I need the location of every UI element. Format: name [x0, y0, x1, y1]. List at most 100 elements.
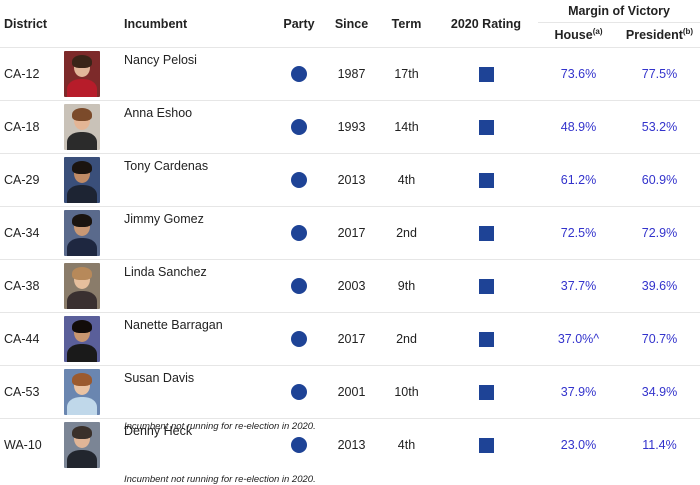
- header-since[interactable]: Since: [334, 16, 369, 31]
- house-margin-cell: 61.2%: [538, 154, 619, 207]
- term-value: 14th: [394, 120, 419, 134]
- incumbent-photo: [64, 422, 100, 469]
- header-president[interactable]: President(b): [619, 23, 700, 48]
- header-president-footnote[interactable]: (b): [682, 27, 694, 37]
- district-label: CA-53: [4, 385, 40, 399]
- house-margin-link[interactable]: 37.0%^: [557, 332, 600, 346]
- photo-body: [67, 450, 97, 469]
- header-president-label: President: [625, 28, 683, 43]
- president-margin-cell: 70.7%: [619, 313, 700, 366]
- president-margin-link[interactable]: 39.6%: [641, 279, 678, 293]
- district-label: CA-18: [4, 120, 40, 134]
- photo-cell: [62, 154, 124, 207]
- president-margin-link[interactable]: 11.4%: [642, 438, 677, 453]
- incumbent-cell: Nanette Barragan: [124, 313, 274, 366]
- photo-cell: [62, 366, 124, 419]
- incumbent-name[interactable]: Linda Sanchez: [124, 265, 207, 279]
- term-cell: 17th: [379, 48, 434, 101]
- rating-cell: [434, 260, 538, 313]
- rating-cell: [434, 207, 538, 260]
- header-house-footnote[interactable]: (a): [592, 27, 603, 37]
- district-label: WA-10: [4, 438, 42, 453]
- incumbent-name[interactable]: Anna Eshoo: [124, 106, 193, 120]
- president-margin-link[interactable]: 34.9%: [641, 385, 678, 399]
- president-margin-cell: 11.4%: [619, 419, 700, 472]
- democratic-party-dot-icon: [291, 225, 307, 241]
- incumbent-photo: [64, 316, 100, 362]
- party-cell: [274, 313, 324, 366]
- header-district[interactable]: District: [4, 16, 48, 31]
- photo-body: [67, 238, 97, 256]
- term-cell: 9th: [379, 260, 434, 313]
- incumbent-photo: [64, 210, 100, 256]
- district-cell: CA-53: [0, 366, 62, 419]
- photo-body: [67, 185, 97, 203]
- header-row-top: District Incumbent Party Since Term 2020…: [0, 0, 700, 31]
- incumbent-name[interactable]: Nancy Pelosi: [124, 53, 197, 67]
- term-cell: 4th: [379, 154, 434, 207]
- house-margin-cell: 37.7%: [538, 260, 619, 313]
- since-cell: 2017: [324, 313, 379, 366]
- house-margin-link[interactable]: 37.7%: [560, 279, 597, 293]
- incumbent-name[interactable]: Denny Heck: [124, 424, 193, 439]
- president-margin-link[interactable]: 53.2%: [641, 120, 678, 134]
- term-value: 4th: [397, 438, 416, 453]
- democratic-party-dot-icon: [291, 437, 307, 454]
- term-value: 2nd: [396, 332, 417, 346]
- incumbent-cell: Nancy Pelosi: [124, 48, 274, 101]
- header-row-bottom: House(a) President(b): [0, 23, 700, 48]
- header-house-label: House: [554, 28, 593, 43]
- header-incumbent[interactable]: Incumbent: [124, 16, 188, 31]
- house-margin-link[interactable]: 23.0%: [560, 438, 597, 453]
- photo-hair: [72, 55, 92, 68]
- democratic-party-dot-icon: [291, 66, 307, 82]
- rating-safe-democratic-square-icon: [478, 172, 494, 188]
- president-margin-link[interactable]: 77.5%: [641, 67, 678, 81]
- incumbent-cell: Anna Eshoo: [124, 101, 274, 154]
- president-margin-cell: 77.5%: [619, 48, 700, 101]
- president-margin-cell: 53.2%: [619, 101, 700, 154]
- rating-safe-democratic-square-icon: [478, 437, 494, 453]
- photo-cell: [62, 313, 124, 366]
- president-margin-link[interactable]: 72.9%: [641, 226, 678, 240]
- since-cell: 2013: [324, 419, 379, 472]
- term-value: 10th: [394, 385, 419, 399]
- incumbent-name[interactable]: Tony Cardenas: [124, 159, 209, 173]
- district-label: CA-29: [4, 173, 40, 187]
- president-margin-cell: 60.9%: [619, 154, 700, 207]
- term-value: 4th: [397, 173, 416, 187]
- house-margin-link[interactable]: 72.5%: [560, 226, 597, 240]
- photo-cell: [62, 48, 124, 101]
- incumbent-note: Incumbent not running for re-election in…: [124, 474, 316, 485]
- photo-body: [67, 397, 97, 415]
- since-cell: 2017: [324, 207, 379, 260]
- term-cell: 4th: [379, 419, 434, 472]
- incumbent-name[interactable]: Jimmy Gomez: [124, 212, 204, 226]
- house-margin-link[interactable]: 73.6%: [560, 67, 597, 81]
- photo-hair: [72, 214, 92, 227]
- incumbent-photo: [64, 263, 100, 309]
- district-label: CA-44: [4, 332, 40, 346]
- incumbent-name[interactable]: Susan Davis: [124, 371, 195, 385]
- header-term[interactable]: Term: [391, 16, 422, 31]
- house-margin-link[interactable]: 37.9%: [560, 385, 597, 399]
- header-2020-rating[interactable]: 2020 Rating: [450, 16, 522, 31]
- incumbent-note: Incumbent not running for re-election in…: [124, 421, 316, 432]
- incumbent-name[interactable]: Nanette Barragan: [124, 318, 223, 332]
- president-margin-link[interactable]: 60.9%: [641, 173, 678, 187]
- photo-cell: [62, 260, 124, 313]
- header-party[interactable]: Party: [283, 16, 315, 31]
- photo-body: [67, 344, 97, 362]
- house-margin-link[interactable]: 61.2%: [560, 173, 597, 187]
- house-margin-cell: 48.9%: [538, 101, 619, 154]
- incumbent-cell: Jimmy Gomez: [124, 207, 274, 260]
- rating-safe-democratic-square-icon: [478, 66, 494, 82]
- district-cell: WA-10: [0, 419, 62, 472]
- house-margin-link[interactable]: 48.9%: [560, 120, 597, 134]
- party-cell: [274, 154, 324, 207]
- header-house[interactable]: House(a): [538, 23, 619, 48]
- house-margin-cell: 23.0%: [538, 419, 619, 472]
- rating-safe-democratic-square-icon: [478, 225, 494, 241]
- president-margin-link[interactable]: 70.7%: [641, 332, 678, 346]
